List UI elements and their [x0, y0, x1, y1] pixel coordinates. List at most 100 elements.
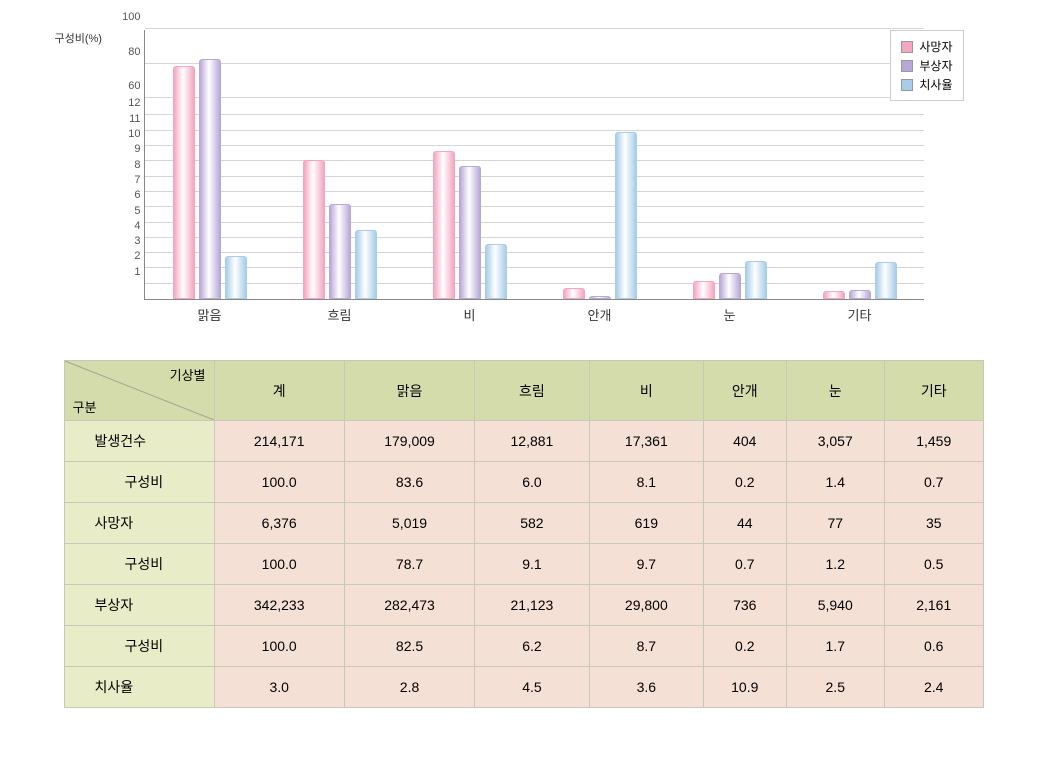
- x-tick-label: 눈: [685, 299, 775, 324]
- x-tick-label: 안개: [555, 299, 645, 324]
- bar: [173, 66, 195, 299]
- legend-label: 부상자: [919, 57, 952, 74]
- table-cell: 1.2: [786, 544, 884, 585]
- weather-chart: 구성비(%) 1234567891011126080100맑음흐림비안개눈기타 …: [74, 20, 974, 330]
- table-cell: 83.6: [344, 462, 474, 503]
- y-tick-label: 12: [128, 97, 144, 109]
- legend-swatch: [901, 41, 913, 53]
- table-cell: 0.6: [884, 626, 983, 667]
- table-cell: 9.7: [589, 544, 703, 585]
- legend-label: 사망자: [919, 38, 952, 55]
- bar: [875, 262, 897, 299]
- table-row: 치사율3.02.84.53.610.92.52.4: [64, 667, 983, 708]
- legend-swatch: [901, 60, 913, 72]
- column-header: 흐림: [475, 361, 589, 421]
- bar: [329, 204, 351, 299]
- legend-item: 치사율: [901, 75, 952, 94]
- bar: [563, 288, 585, 299]
- grid-line: [145, 63, 924, 64]
- table-row: 구성비100.083.66.08.10.21.40.7: [64, 462, 983, 503]
- grid-line: [145, 267, 924, 268]
- table-cell: 2.4: [884, 667, 983, 708]
- grid-line: [145, 176, 924, 177]
- table-cell: 29,800: [589, 585, 703, 626]
- bar: [823, 291, 845, 299]
- bar: [485, 244, 507, 299]
- bar: [355, 230, 377, 299]
- column-header: 기타: [884, 361, 983, 421]
- y-tick-label: 4: [134, 220, 144, 232]
- table-cell: 10.9: [704, 667, 786, 708]
- column-header: 눈: [786, 361, 884, 421]
- grid-line: [145, 283, 924, 284]
- plot-area: 구성비(%) 1234567891011126080100맑음흐림비안개눈기타: [144, 30, 924, 300]
- grid-line: [145, 252, 924, 253]
- grid-line: [145, 97, 924, 98]
- bar: [433, 151, 455, 299]
- grid-line: [145, 160, 924, 161]
- grid-line: [145, 237, 924, 238]
- row-label: 치사율: [64, 667, 214, 708]
- table-row: 사망자6,3765,019582619447735: [64, 503, 983, 544]
- weather-table: 기상별 구분 계맑음흐림비안개눈기타 발생건수214,171179,00912,…: [64, 360, 984, 708]
- y-tick-label: 8: [134, 159, 144, 171]
- y-tick-label: 10: [128, 128, 144, 140]
- y-tick-label: 5: [134, 205, 144, 217]
- row-label: 발생건수: [64, 421, 214, 462]
- grid-line: [145, 191, 924, 192]
- x-tick-label: 비: [425, 299, 515, 324]
- table-cell: 0.2: [704, 626, 786, 667]
- table-cell: 4.5: [475, 667, 589, 708]
- table-cell: 2.5: [786, 667, 884, 708]
- table-cell: 282,473: [344, 585, 474, 626]
- grid-line: [145, 28, 924, 29]
- y-tick-label: 1: [134, 266, 144, 278]
- table-cell: 6.2: [475, 626, 589, 667]
- y-tick-label: 80: [128, 46, 144, 58]
- table-cell: 77: [786, 503, 884, 544]
- table-cell: 619: [589, 503, 703, 544]
- bar: [615, 132, 637, 299]
- table-cell: 6,376: [214, 503, 344, 544]
- bar: [693, 281, 715, 299]
- table-row: 구성비100.082.56.28.70.21.70.6: [64, 626, 983, 667]
- legend-swatch: [901, 79, 913, 91]
- y-tick-label: 2: [134, 250, 144, 262]
- table-cell: 78.7: [344, 544, 474, 585]
- bar: [459, 166, 481, 299]
- row-label: 사망자: [64, 503, 214, 544]
- y-tick-label: 3: [134, 235, 144, 247]
- table-cell: 0.2: [704, 462, 786, 503]
- table-cell: 3.6: [589, 667, 703, 708]
- y-tick-label: 100: [122, 11, 144, 23]
- x-tick-label: 맑음: [165, 299, 255, 324]
- grid-line: [145, 114, 924, 115]
- table-corner: 기상별 구분: [64, 361, 214, 421]
- y-tick-label: 7: [134, 174, 144, 186]
- bar: [303, 160, 325, 299]
- table-cell: 6.0: [475, 462, 589, 503]
- bar-group: 흐림: [295, 30, 385, 299]
- table-cell: 342,233: [214, 585, 344, 626]
- bar: [225, 256, 247, 299]
- table-cell: 2.8: [344, 667, 474, 708]
- corner-top: 기상별: [170, 365, 206, 384]
- table-cell: 100.0: [214, 462, 344, 503]
- row-label: 부상자: [64, 585, 214, 626]
- table-cell: 12,881: [475, 421, 589, 462]
- table-cell: 0.7: [704, 544, 786, 585]
- grid-line: [145, 206, 924, 207]
- table-cell: 1.7: [786, 626, 884, 667]
- table-cell: 35: [884, 503, 983, 544]
- y-tick-label: 9: [134, 143, 144, 155]
- table-cell: 0.5: [884, 544, 983, 585]
- x-tick-label: 기타: [815, 299, 905, 324]
- corner-bottom: 구분: [73, 397, 97, 416]
- column-header: 계: [214, 361, 344, 421]
- column-header: 맑음: [344, 361, 474, 421]
- grid-line: [145, 145, 924, 146]
- table-row: 부상자342,233282,47321,12329,8007365,9402,1…: [64, 585, 983, 626]
- y-tick-label: 60: [128, 80, 144, 92]
- bar: [199, 59, 221, 299]
- table-cell: 1,459: [884, 421, 983, 462]
